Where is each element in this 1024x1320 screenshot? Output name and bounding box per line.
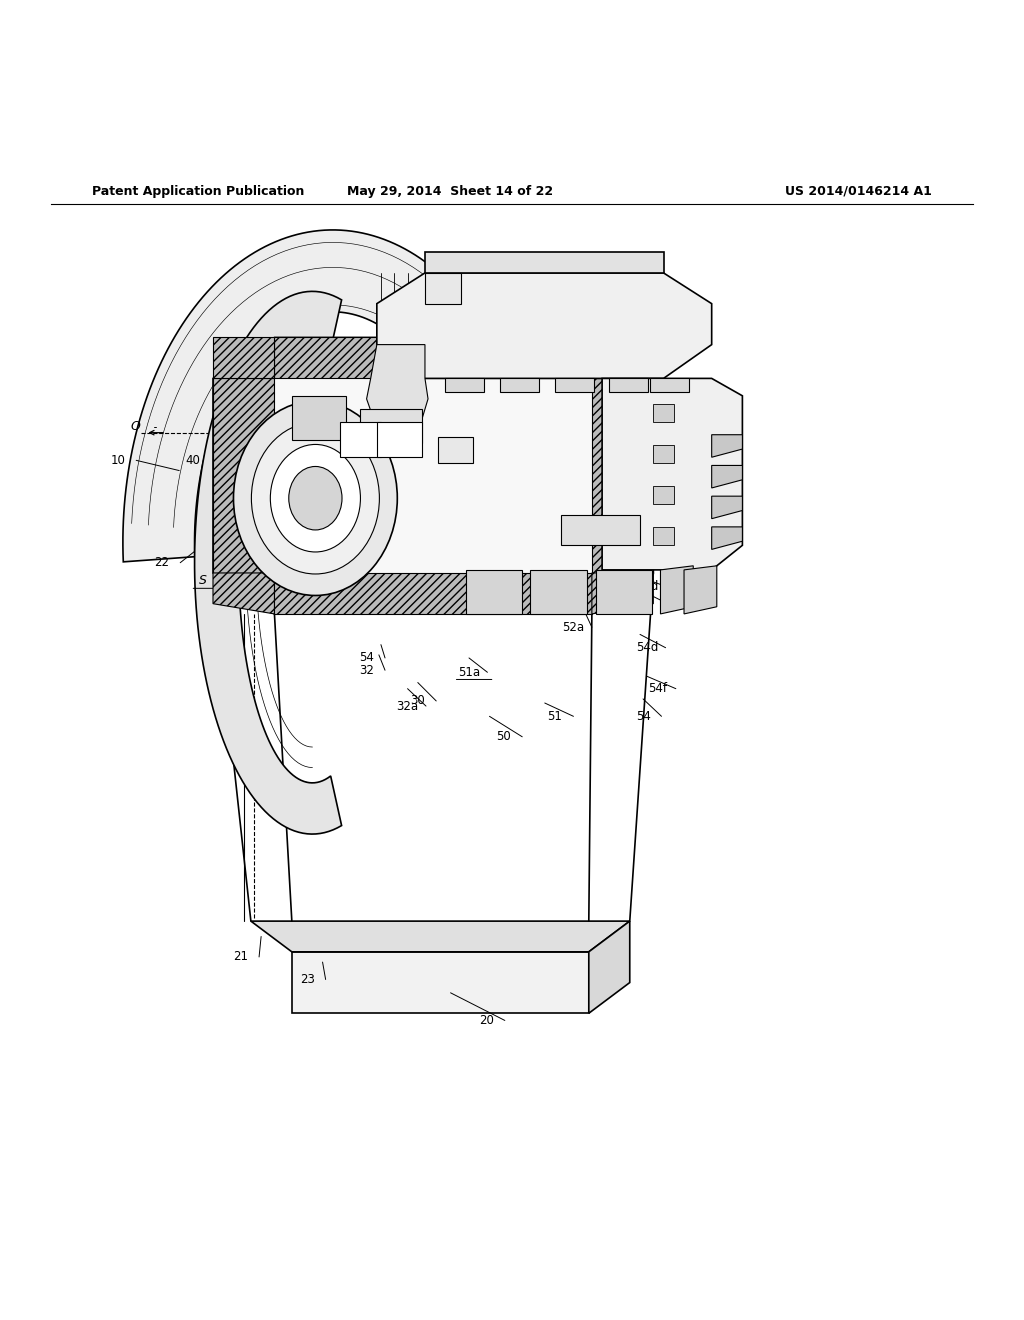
Text: 46: 46	[382, 428, 396, 441]
Text: 51: 51	[548, 710, 562, 723]
Polygon shape	[712, 466, 742, 488]
Polygon shape	[653, 527, 674, 545]
Text: 52: 52	[636, 594, 650, 607]
Text: 54f: 54f	[648, 682, 667, 696]
Polygon shape	[367, 345, 428, 420]
Text: 50: 50	[497, 730, 511, 743]
Polygon shape	[596, 570, 652, 614]
Polygon shape	[530, 570, 587, 614]
Text: 54d: 54d	[636, 579, 658, 593]
Text: 10: 10	[111, 454, 125, 467]
Text: 32a: 32a	[396, 700, 419, 713]
Text: 54: 54	[359, 652, 374, 664]
Polygon shape	[274, 338, 592, 379]
Polygon shape	[425, 252, 664, 273]
Polygon shape	[650, 379, 689, 392]
Text: 20: 20	[479, 1014, 494, 1027]
Text: 54f: 54f	[651, 553, 670, 566]
Ellipse shape	[252, 422, 379, 574]
Polygon shape	[213, 379, 274, 573]
Ellipse shape	[289, 466, 342, 529]
Polygon shape	[555, 379, 594, 392]
Ellipse shape	[233, 401, 397, 595]
Polygon shape	[712, 434, 742, 457]
Text: 42: 42	[257, 400, 271, 413]
Polygon shape	[561, 515, 640, 545]
Text: O: O	[130, 420, 140, 433]
Text: 11: 11	[254, 495, 268, 508]
Text: May 29, 2014  Sheet 14 of 22: May 29, 2014 Sheet 14 of 22	[347, 185, 554, 198]
Text: 51a: 51a	[458, 665, 480, 678]
Polygon shape	[274, 573, 592, 614]
Polygon shape	[360, 409, 422, 444]
Polygon shape	[445, 379, 484, 392]
Text: 54: 54	[556, 461, 570, 474]
Polygon shape	[589, 921, 630, 1014]
Text: 32: 32	[359, 664, 374, 677]
Polygon shape	[660, 566, 693, 614]
Polygon shape	[213, 338, 274, 379]
Polygon shape	[466, 570, 522, 614]
Text: 54: 54	[620, 457, 634, 470]
Polygon shape	[609, 379, 648, 392]
Text: FIG.18: FIG.18	[446, 252, 537, 280]
Polygon shape	[592, 573, 653, 614]
Polygon shape	[653, 404, 674, 422]
Text: US 2014/0146214 A1: US 2014/0146214 A1	[785, 185, 932, 198]
Polygon shape	[340, 422, 381, 457]
Polygon shape	[377, 422, 422, 457]
Polygon shape	[592, 338, 653, 379]
Polygon shape	[425, 273, 461, 304]
Polygon shape	[213, 573, 274, 614]
Polygon shape	[712, 496, 742, 519]
Text: Patent Application Publication: Patent Application Publication	[92, 185, 304, 198]
Text: 41: 41	[257, 413, 271, 426]
Polygon shape	[684, 566, 717, 614]
Text: 54: 54	[620, 601, 634, 614]
Text: S: S	[199, 574, 207, 586]
Text: 23: 23	[300, 973, 314, 986]
Polygon shape	[195, 292, 342, 834]
Polygon shape	[500, 379, 539, 392]
Text: 30: 30	[411, 694, 425, 708]
Text: 40: 40	[185, 454, 200, 467]
Text: 54: 54	[636, 710, 650, 723]
Text: 52a: 52a	[562, 620, 585, 634]
Text: 21: 21	[233, 950, 248, 964]
Polygon shape	[213, 338, 653, 614]
Polygon shape	[438, 437, 473, 463]
Text: 44: 44	[370, 420, 384, 433]
Text: 45: 45	[349, 437, 364, 449]
Ellipse shape	[270, 445, 360, 552]
Text: 43: 43	[295, 405, 309, 418]
Text: 47: 47	[441, 457, 456, 470]
Text: 22: 22	[155, 556, 169, 569]
Text: 54d: 54d	[636, 642, 658, 655]
Polygon shape	[602, 379, 742, 570]
Polygon shape	[292, 396, 346, 440]
Polygon shape	[251, 921, 630, 952]
Polygon shape	[292, 952, 589, 1014]
Polygon shape	[377, 273, 712, 379]
Polygon shape	[712, 527, 742, 549]
Polygon shape	[653, 486, 674, 504]
Polygon shape	[653, 445, 674, 463]
Polygon shape	[123, 230, 467, 562]
Polygon shape	[592, 379, 653, 573]
